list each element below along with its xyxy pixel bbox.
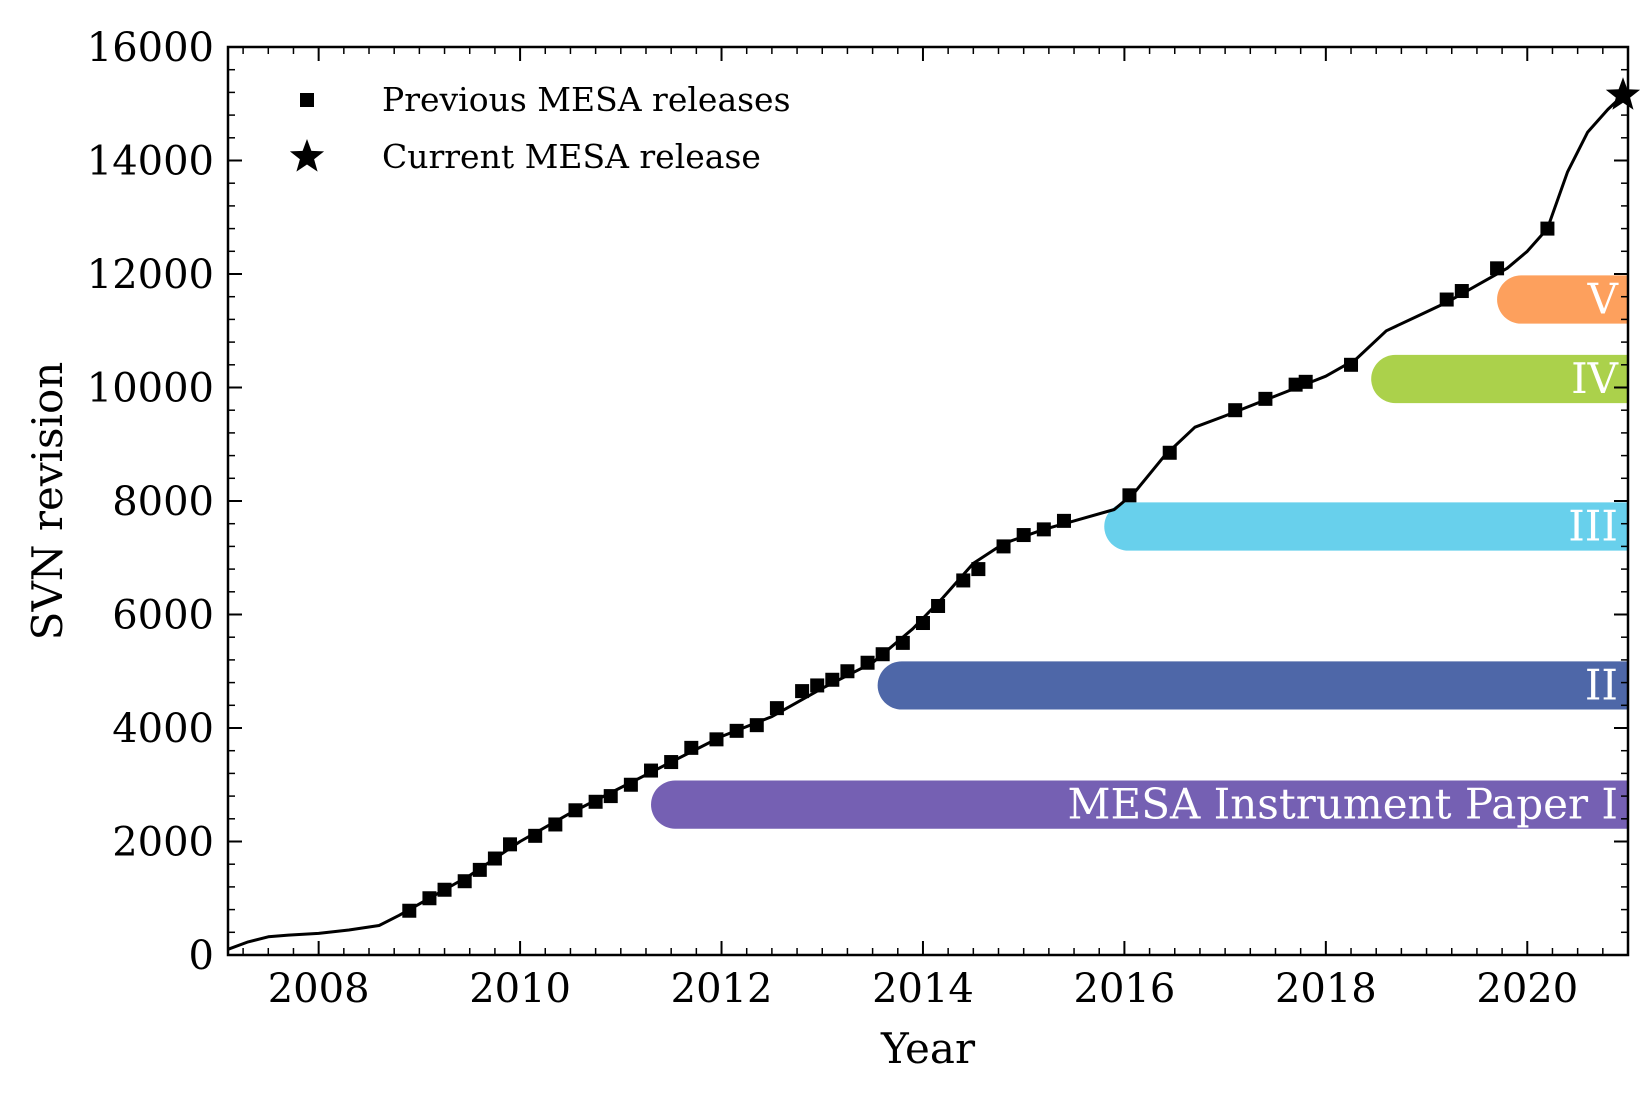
legend-star-marker <box>289 139 325 172</box>
release-marker <box>875 647 890 662</box>
release-marker <box>915 616 930 631</box>
y-tick-label: 4000 <box>112 706 214 752</box>
y-tick-label: 10000 <box>87 366 214 412</box>
y-tick-label: 2000 <box>112 820 214 866</box>
y-tick-label: 8000 <box>112 479 214 525</box>
release-marker <box>402 903 417 918</box>
legend-label: Previous MESA releases <box>382 80 791 119</box>
paper-band-label-4: IV <box>1571 354 1619 403</box>
release-marker <box>860 655 875 670</box>
release-marker <box>1439 292 1454 307</box>
release-marker <box>664 755 679 770</box>
release-marker <box>840 664 855 679</box>
release-marker <box>825 672 840 687</box>
release-marker <box>1162 445 1177 460</box>
y-tick-label: 14000 <box>87 139 214 185</box>
paper-band-label-1: MESA Instrument Paper I <box>1068 780 1618 829</box>
release-marker <box>795 684 810 699</box>
x-tick-label: 2012 <box>671 966 773 1012</box>
y-axis-title: SVN revision <box>23 362 72 641</box>
y-tick-label: 6000 <box>112 593 214 639</box>
release-marker <box>568 803 583 818</box>
release-marker <box>956 573 971 588</box>
release-marker <box>472 862 487 877</box>
paper-band-label-3: III <box>1568 502 1618 551</box>
release-marker <box>588 794 603 809</box>
y-tick-label: 0 <box>189 933 214 979</box>
release-marker <box>528 828 543 843</box>
x-tick-label: 2018 <box>1275 966 1377 1012</box>
axis-ticks <box>228 46 1629 956</box>
paper-band-4 <box>1371 354 1628 404</box>
release-marker <box>684 740 699 755</box>
release-marker <box>644 763 659 778</box>
release-marker <box>729 723 744 738</box>
release-marker <box>437 882 452 897</box>
x-tick-label: 2016 <box>1074 966 1176 1012</box>
release-marker <box>996 539 1011 554</box>
release-marker <box>422 891 437 906</box>
release-marker <box>1540 221 1555 236</box>
paper-band-3 <box>1104 502 1628 551</box>
release-marker <box>749 718 764 733</box>
paper-band-label-5: V <box>1587 275 1619 324</box>
release-markers <box>402 77 1641 918</box>
release-marker <box>1036 522 1051 537</box>
release-marker <box>971 562 986 577</box>
x-tick-label: 2008 <box>268 966 370 1012</box>
release-marker <box>1490 261 1505 276</box>
legend: Previous MESA releases Current MESA relea… <box>289 80 791 176</box>
x-tick-label: 2010 <box>469 966 571 1012</box>
y-tick-label: 16000 <box>87 25 214 71</box>
release-marker <box>1056 513 1071 528</box>
x-tick-label: 2014 <box>872 966 974 1012</box>
x-axis-title: Year <box>880 1024 976 1073</box>
release-marker <box>709 732 724 747</box>
release-marker <box>1122 488 1137 503</box>
paper-band-2 <box>877 661 1628 710</box>
current-release-marker <box>1605 77 1641 110</box>
y-tick-label: 12000 <box>87 252 214 298</box>
legend-square-marker <box>300 93 314 107</box>
release-marker <box>895 635 910 650</box>
paper-band-1 <box>651 780 1628 829</box>
paper-band-label-2: II <box>1585 660 1618 709</box>
release-marker <box>1228 403 1243 418</box>
release-marker <box>1016 528 1031 543</box>
tick-labels: 2008 2010 2012 2014 2016 2018 2020 0 2000 4000 600… <box>87 25 1578 1012</box>
release-marker <box>769 701 784 716</box>
release-marker <box>603 789 618 804</box>
release-marker <box>457 874 472 889</box>
release-marker <box>487 851 502 866</box>
release-marker <box>1344 357 1359 372</box>
release-marker <box>1298 374 1313 389</box>
release-marker <box>623 777 638 792</box>
release-marker <box>810 678 825 693</box>
release-marker <box>503 837 518 852</box>
x-tick-label: 2020 <box>1476 966 1578 1012</box>
release-marker <box>548 817 563 832</box>
release-marker <box>1454 284 1469 299</box>
release-marker <box>1258 391 1273 406</box>
legend-label: Current MESA release <box>382 137 761 176</box>
release-marker <box>931 598 946 613</box>
paper-band-5 <box>1497 275 1628 324</box>
